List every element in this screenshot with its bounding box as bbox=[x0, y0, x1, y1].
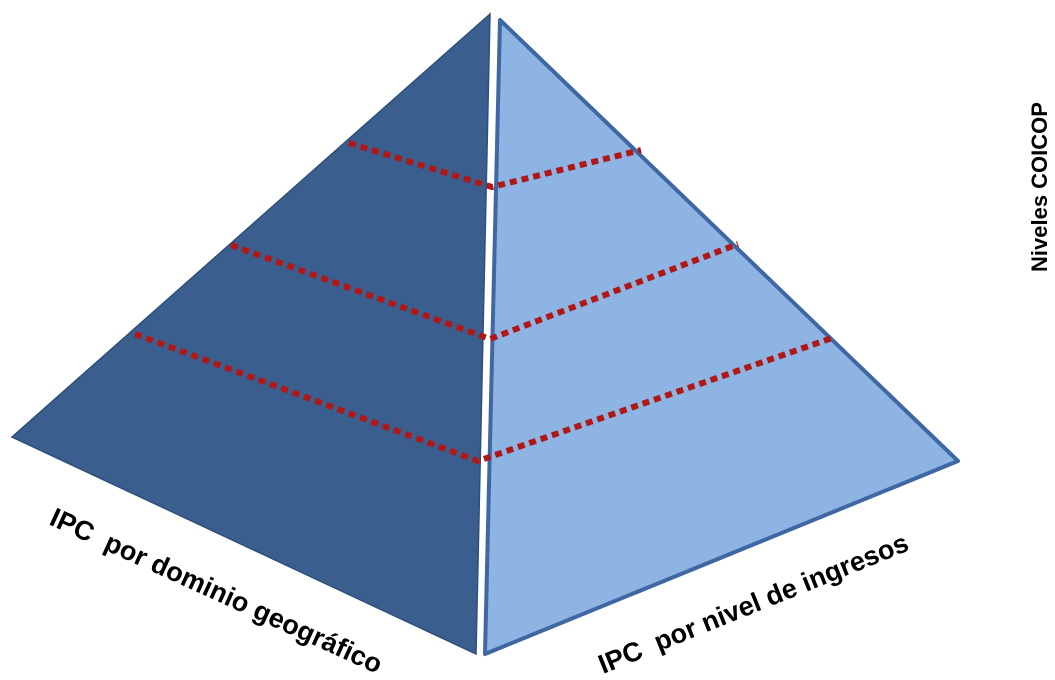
coicop-level-line-1 bbox=[348, 140, 642, 191]
coicop-levels-label: Niveles COICOP bbox=[1027, 102, 1052, 272]
pyramid-left-face bbox=[10, 12, 491, 656]
coicop-level-line-3 bbox=[133, 331, 833, 465]
